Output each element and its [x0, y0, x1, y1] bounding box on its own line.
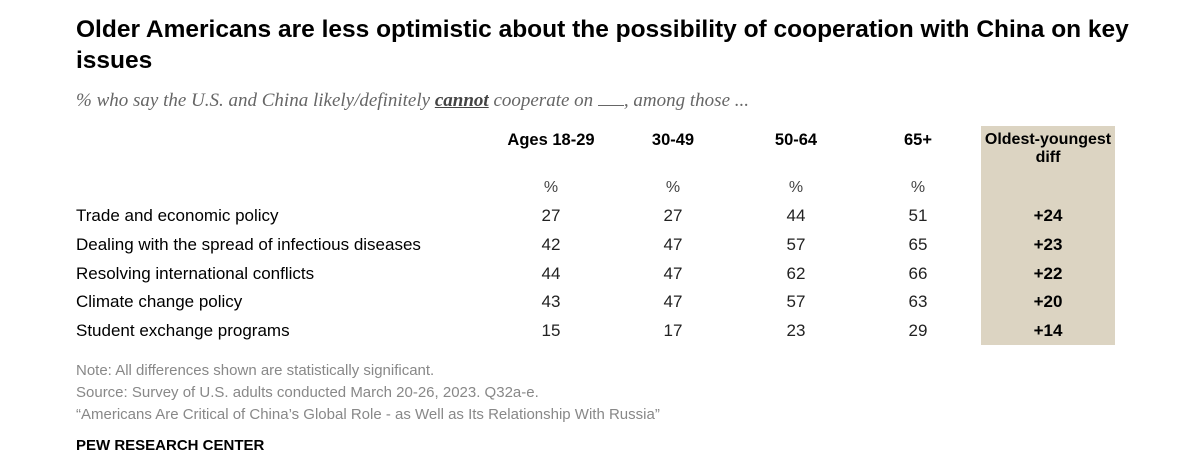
subtitle-blank: [597, 91, 624, 106]
row-label: Student exchange programs: [76, 321, 290, 340]
pew-logo-text: PEW RESEARCH CENTER: [76, 437, 265, 454]
data-cell: 43: [541, 292, 561, 311]
chart-title: Older Americans are less optimistic abou…: [76, 16, 1129, 74]
column-header: 30-49: [651, 131, 695, 149]
subtitle-emphasis: cannot: [434, 90, 489, 111]
data-cell: 57: [786, 292, 806, 311]
source-text: Source: Survey of U.S. adults conducted …: [76, 384, 539, 401]
data-cell: 62: [786, 264, 806, 283]
column-header: Ages 18-29: [507, 131, 595, 149]
percent-unit-label: %: [665, 179, 681, 196]
diff-cell: +23: [1033, 235, 1063, 254]
data-cell: 27: [541, 206, 561, 225]
percent-unit-label: %: [910, 179, 926, 196]
diff-column-highlight: [981, 126, 1115, 345]
column-header: 65+: [904, 131, 932, 149]
diff-cell: +20: [1033, 292, 1063, 311]
data-cell: 63: [908, 292, 928, 311]
subtitle-after: cooperate on: [488, 90, 594, 111]
data-cell: 29: [908, 321, 928, 340]
data-cell: 57: [786, 235, 806, 254]
chart-subtitle: % who say the U.S. and China likely/defi…: [76, 90, 749, 112]
row-label: Trade and economic policy: [76, 206, 279, 225]
data-cell: 17: [663, 321, 683, 340]
note-text: Note: All differences shown are statisti…: [76, 362, 435, 379]
subtitle-end: , among those ...: [623, 90, 749, 111]
column-header: 50-64: [774, 131, 818, 149]
data-cell: 47: [663, 292, 683, 311]
data-cell: 66: [908, 264, 928, 283]
data-cell: 47: [663, 235, 683, 254]
report-title-text: “Americans Are Critical of China’s Globa…: [76, 406, 660, 423]
diff-cell: +14: [1033, 321, 1063, 340]
row-label: Climate change policy: [76, 292, 243, 311]
percent-unit-label: %: [788, 179, 804, 196]
subtitle-before: % who say the U.S. and China likely/defi…: [76, 90, 435, 111]
row-label: Dealing with the spread of infectious di…: [76, 235, 421, 254]
column-header: Oldest-youngest diff: [984, 131, 1112, 166]
data-cell: 51: [908, 206, 928, 225]
data-cell: 44: [786, 206, 806, 225]
data-cell: 44: [541, 264, 561, 283]
data-cell: 23: [786, 321, 806, 340]
row-label: Resolving international conflicts: [76, 264, 315, 283]
diff-cell: +22: [1033, 264, 1063, 283]
diff-cell: +24: [1033, 206, 1063, 225]
data-cell: 47: [663, 264, 683, 283]
data-cell: 65: [908, 235, 928, 254]
data-cell: 15: [541, 321, 561, 340]
percent-unit-label: %: [543, 179, 559, 196]
data-cell: 27: [663, 206, 683, 225]
data-cell: 42: [541, 235, 561, 254]
